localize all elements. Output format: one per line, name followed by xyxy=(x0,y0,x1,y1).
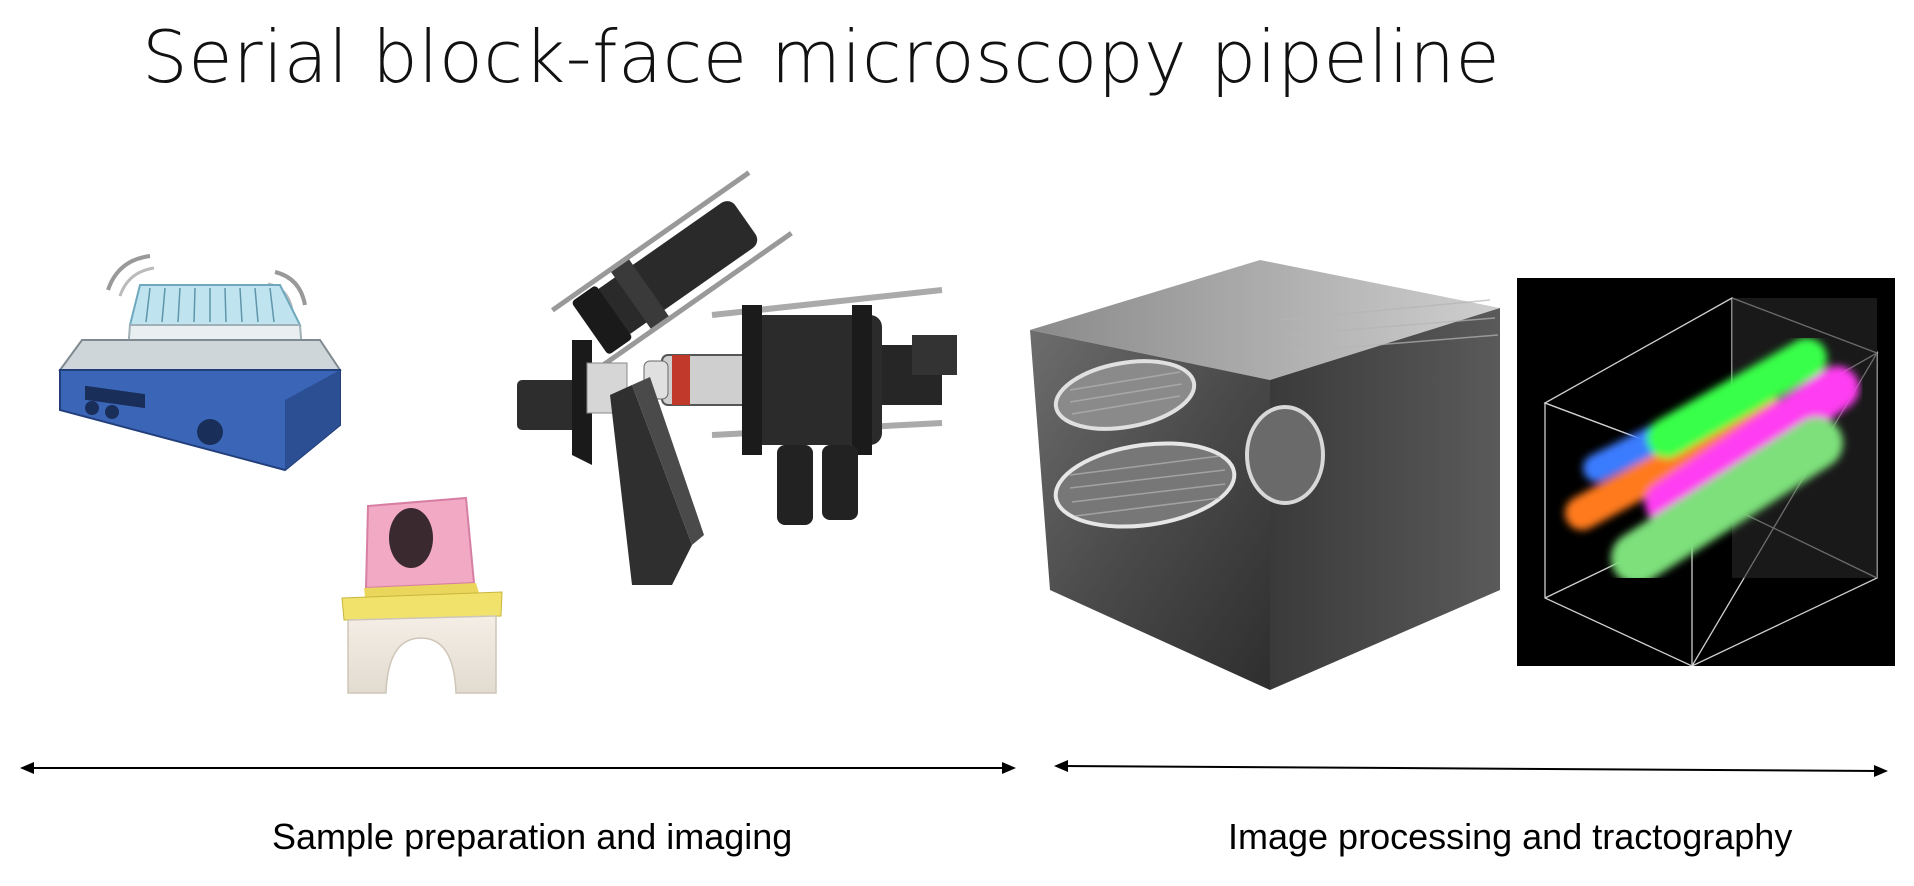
orbital-shaker-icon xyxy=(30,250,350,480)
stage-label-image-processing: Image processing and tractography xyxy=(1228,816,1792,858)
tractography-image xyxy=(1517,278,1895,666)
stage-arrow-image-processing xyxy=(1052,756,1890,782)
embedded-sample-block-icon xyxy=(336,488,506,698)
stage-label-sample-preparation: Sample preparation and imaging xyxy=(272,816,792,858)
volume-rendering-image xyxy=(1030,260,1500,690)
page-title: Serial block-face microscopy pipeline xyxy=(142,14,1500,100)
stage-arrow-sample-preparation xyxy=(18,756,1018,780)
microscope-assembly-icon xyxy=(512,165,972,585)
